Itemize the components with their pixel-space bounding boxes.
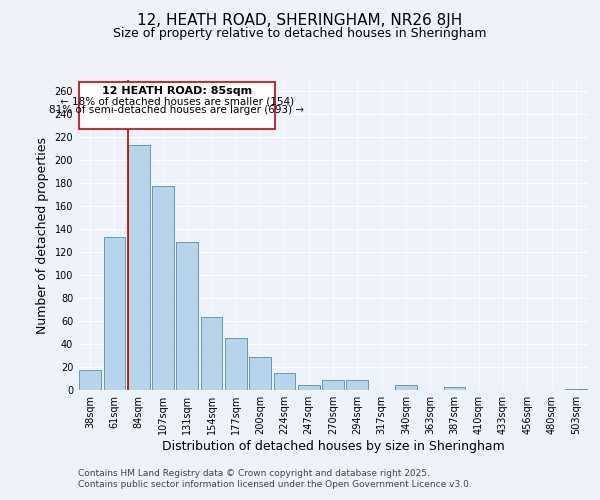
Bar: [565, 389, 587, 390]
Bar: [298, 386, 320, 390]
Bar: [395, 386, 417, 390]
Bar: [152, 186, 174, 390]
Text: Contains HM Land Registry data © Crown copyright and database right 2025.: Contains HM Land Registry data © Crown c…: [78, 468, 430, 477]
Bar: [274, 373, 295, 390]
Text: 12, HEATH ROAD, SHERINGHAM, NR26 8JH: 12, HEATH ROAD, SHERINGHAM, NR26 8JH: [137, 12, 463, 28]
FancyBboxPatch shape: [79, 82, 275, 130]
Text: Size of property relative to detached houses in Sheringham: Size of property relative to detached ho…: [113, 28, 487, 40]
Bar: [200, 316, 223, 390]
Bar: [346, 380, 368, 390]
Bar: [128, 146, 149, 390]
X-axis label: Distribution of detached houses by size in Sheringham: Distribution of detached houses by size …: [161, 440, 505, 453]
Text: 12 HEATH ROAD: 85sqm: 12 HEATH ROAD: 85sqm: [102, 86, 252, 96]
Y-axis label: Number of detached properties: Number of detached properties: [36, 136, 49, 334]
Text: Contains public sector information licensed under the Open Government Licence v3: Contains public sector information licen…: [78, 480, 472, 489]
Bar: [249, 356, 271, 390]
Bar: [322, 380, 344, 390]
Bar: [225, 338, 247, 390]
Bar: [104, 238, 125, 390]
Bar: [443, 386, 466, 390]
Bar: [79, 370, 101, 390]
Bar: [176, 242, 198, 390]
Text: 81% of semi-detached houses are larger (693) →: 81% of semi-detached houses are larger (…: [49, 106, 305, 116]
Text: ← 18% of detached houses are smaller (154): ← 18% of detached houses are smaller (15…: [60, 96, 294, 106]
